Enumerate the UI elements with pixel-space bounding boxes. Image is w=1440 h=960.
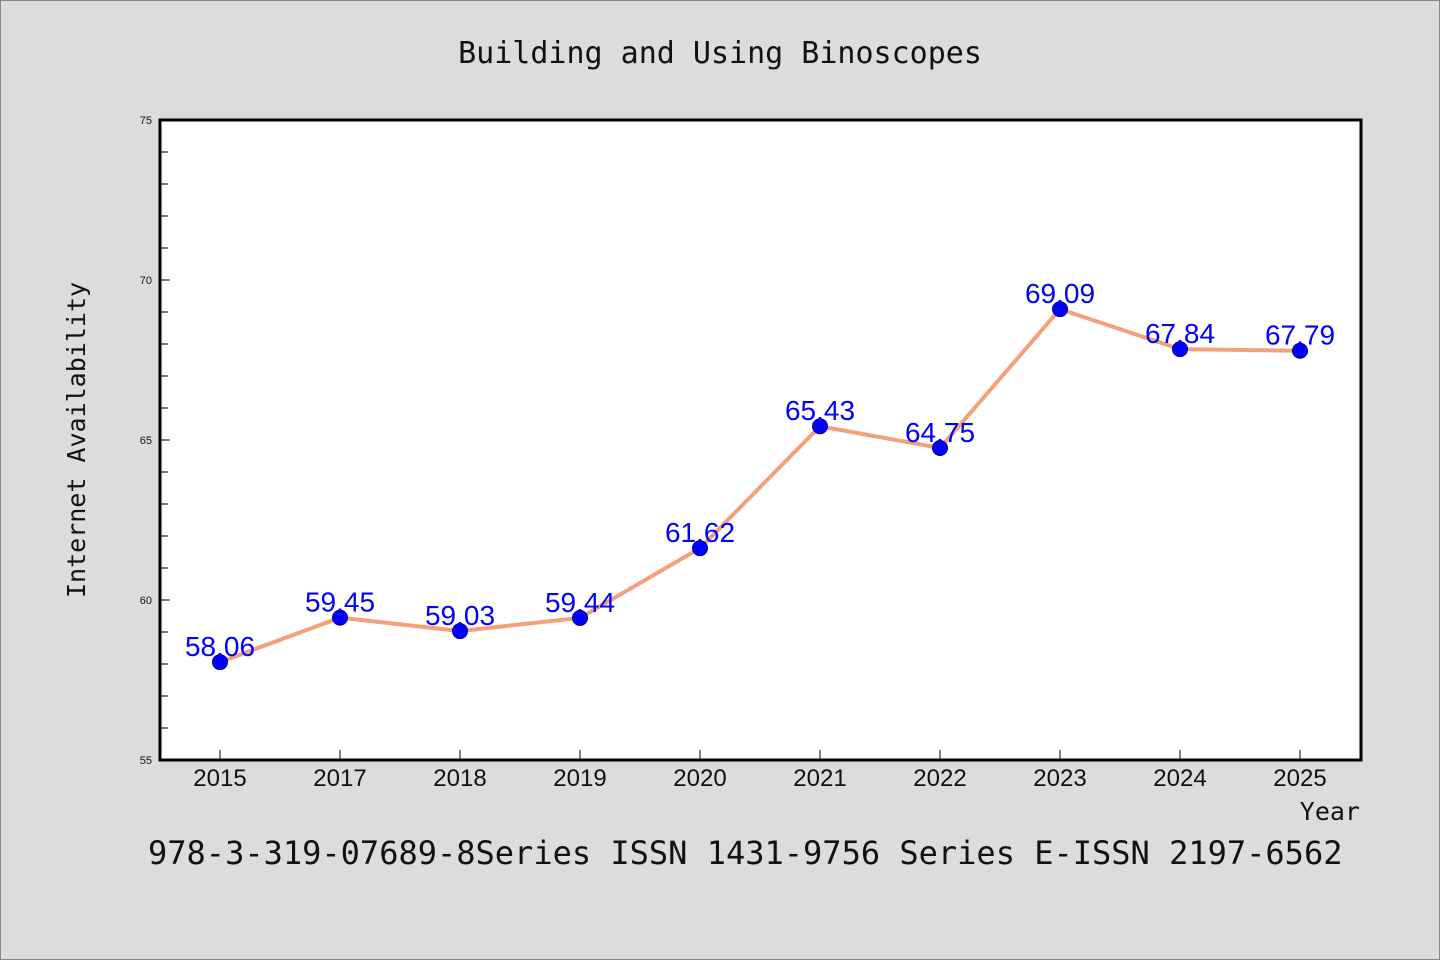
x-tick-label: 2022: [913, 765, 966, 792]
data-label: 58.06: [185, 631, 255, 662]
x-tick-label: 2023: [1033, 765, 1086, 792]
series-line: [218, 307, 1302, 665]
y-tick-label: 75: [140, 115, 152, 127]
data-point: [1172, 341, 1188, 358]
data-label: 59.03: [425, 600, 495, 631]
x-axis-label: Year: [1300, 797, 1360, 826]
y-axis-label: Internet Availability: [62, 282, 91, 598]
x-axis: 2015 2017 2018 2019 2020 2021 2022 2023 2024 2025: [193, 750, 1327, 792]
data-point: [572, 609, 588, 626]
y-tick-label: 70: [140, 275, 152, 287]
data-label: 64.75: [905, 417, 975, 448]
data-label: 59.45: [305, 587, 375, 618]
data-label: 65.43: [785, 395, 855, 426]
x-tick-label: 2020: [673, 765, 726, 792]
chart-title: Building and Using Binoscopes: [458, 36, 982, 71]
data-label: 67.79: [1265, 320, 1335, 351]
data-point: [332, 609, 348, 626]
x-tick-label: 2015: [193, 765, 246, 792]
x-tick-label: 2021: [793, 765, 846, 792]
x-tick-label: 2017: [313, 765, 366, 792]
data-point: [1052, 301, 1068, 318]
data-label: 69.09: [1025, 278, 1095, 309]
data-label: 59.44: [545, 587, 615, 618]
y-tick-label: 55: [140, 755, 152, 767]
x-tick-label: 2025: [1273, 765, 1326, 792]
x-tick-label: 2019: [553, 765, 606, 792]
data-point: [452, 623, 468, 640]
plot-frame: [158, 118, 1363, 762]
plot-area: [160, 120, 1361, 760]
x-tick-label: 2024: [1153, 765, 1206, 792]
series-layer: 58.06 59.45 59.03 59.44 61.62 65.43 64.75 69.09…: [185, 278, 1335, 671]
x-tick-label: 2018: [433, 765, 486, 792]
data-label: 67.84: [1145, 318, 1215, 349]
data-label: 61.62: [665, 517, 735, 548]
y-tick-label: 60: [140, 595, 152, 607]
data-point: [932, 440, 948, 456]
data-point: [812, 418, 828, 435]
data-point: [1292, 342, 1308, 359]
footer-text: 978-3-319-07689-8Series ISSN 1431-9756 S…: [148, 834, 1342, 872]
data-point: [212, 654, 228, 671]
y-tick-label: 65: [140, 435, 152, 447]
data-point: [692, 540, 708, 557]
